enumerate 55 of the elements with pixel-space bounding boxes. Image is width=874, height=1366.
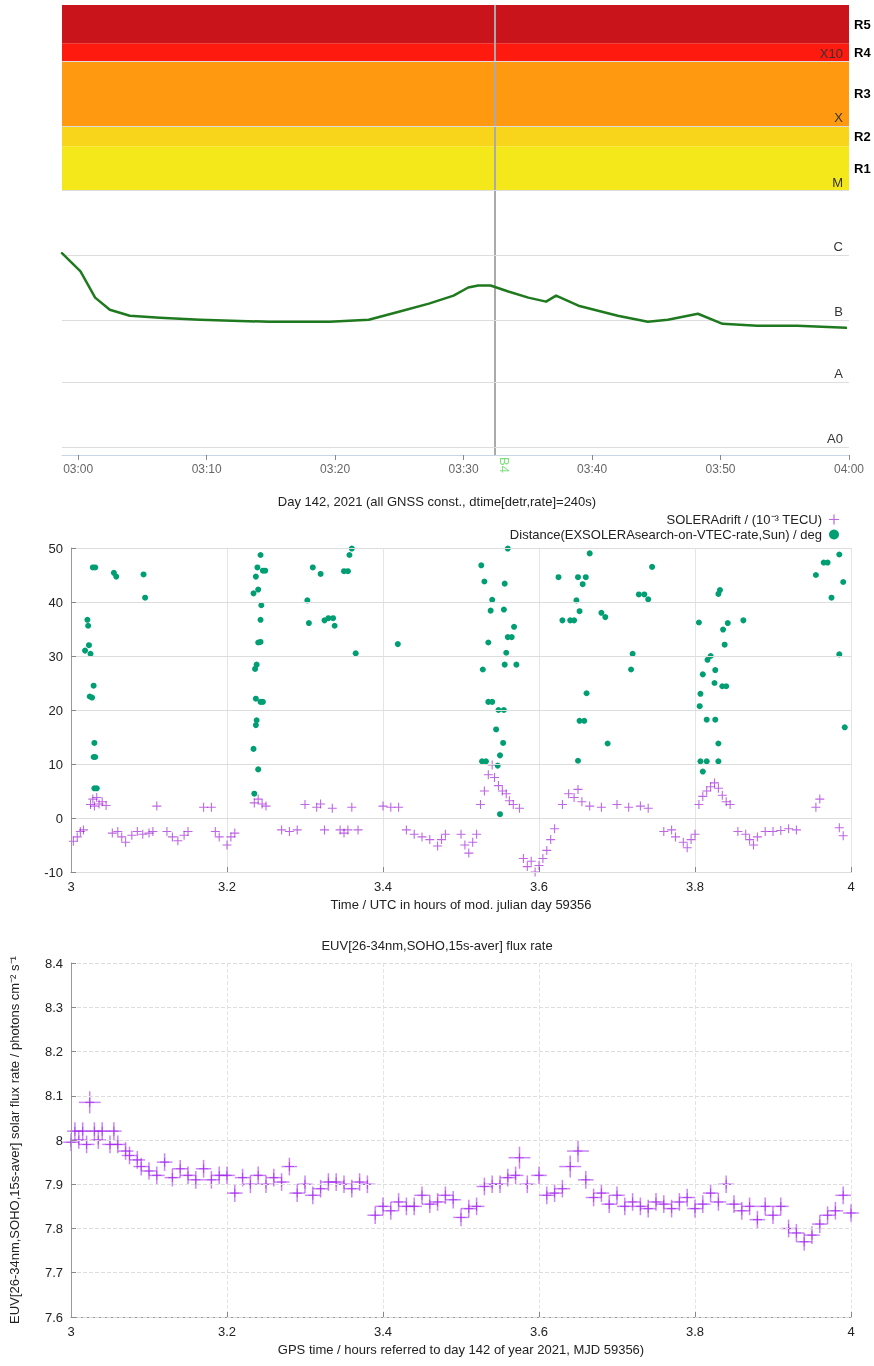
x-tick-label: 3.6	[529, 1324, 549, 1339]
x-tick-label: 3.8	[685, 879, 705, 894]
band-label: R1	[854, 160, 871, 176]
x-tick-label: 3.2	[217, 1324, 237, 1339]
x-tick-label: 3.6	[529, 879, 549, 894]
ref-line-label: X	[834, 110, 844, 126]
y-axis-title: EUV[26-34nm,SOHO,15s-aver] solar flux rate / photons cm⁻² s⁻¹	[7, 955, 22, 1324]
ref-line-label: B	[834, 303, 843, 319]
x-tick-label: 03:00	[63, 462, 94, 476]
y-tick-label: 7.9	[44, 1176, 63, 1192]
x-tick-label: 3	[67, 1324, 75, 1339]
legend-label: Distance(EXSOLERAsearch-on-VTEC-rate,Sun) / deg	[509, 527, 822, 542]
x-tick-label: 03:20	[320, 462, 351, 476]
y-tick-label: 20	[48, 702, 63, 718]
x-tick-label: 3.8	[685, 1324, 705, 1339]
y-tick-label: 0	[55, 810, 63, 826]
ref-line-label: B4	[497, 457, 513, 473]
legend-label: SOLERAdrift / (10⁻³ TECU)	[666, 512, 822, 527]
x-tick-label: 3.2	[217, 879, 237, 894]
ref-line-label: M	[832, 174, 843, 190]
x-tick-label: 3	[67, 879, 75, 894]
x-tick-label: 03:50	[705, 462, 736, 476]
x-axis-title: Time / UTC in hours of mod. julian day 59356	[330, 896, 592, 912]
ref-line-label: A	[834, 366, 844, 382]
x-tick-label: 03:10	[191, 462, 223, 476]
x-tick-label: 3.4	[373, 1324, 393, 1339]
band-label: R2	[854, 128, 871, 144]
y-tick-label: 7.7	[44, 1265, 63, 1281]
chart-title: EUV[26-34nm,SOHO,15s-aver] flux rate	[321, 938, 553, 953]
chart-title: Day 142, 2021 (all GNSS const., dtime[detr,rate]=240s)	[277, 494, 597, 509]
x-axis-title: GPS time / hours referred to day 142 of year 2021, MJD 59356)	[277, 1341, 645, 1357]
x-tick-label: 4	[847, 879, 855, 894]
x-tick-label: 4	[847, 1324, 855, 1339]
y-tick-label: 8.1	[44, 1088, 63, 1104]
y-tick-label: 8.4	[44, 955, 63, 971]
y-tick-label: 10	[48, 756, 63, 772]
band-label: R3	[854, 86, 871, 102]
x-tick-label: 03:30	[448, 462, 479, 476]
ref-line-label: C	[833, 239, 843, 255]
ref-line-label: A0	[827, 430, 843, 446]
y-tick-label: 8.2	[44, 1044, 63, 1059]
y-tick-label: 50	[48, 540, 63, 556]
y-tick-label: 40	[48, 594, 63, 610]
y-tick-label: 8	[55, 1132, 63, 1148]
band-label: R4	[854, 44, 872, 60]
y-tick-label: 7.8	[44, 1221, 63, 1236]
y-tick-label: -10	[44, 864, 63, 880]
y-tick-label: 8.3	[44, 999, 63, 1015]
band-label: R5	[854, 16, 871, 32]
y-tick-label: 7.6	[44, 1309, 63, 1325]
x-tick-label: 04:00	[833, 462, 865, 476]
ref-line-label: X10	[819, 45, 843, 61]
x-tick-label: 03:40	[577, 462, 608, 476]
x-tick-label: 3.4	[373, 879, 393, 894]
y-tick-label: 30	[48, 648, 63, 664]
